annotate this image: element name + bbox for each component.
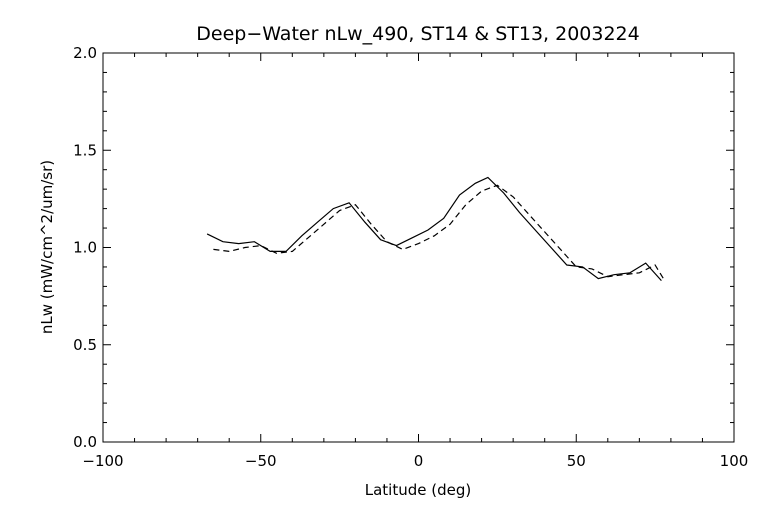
series-group [206, 176, 666, 282]
plot-frame [102, 52, 735, 443]
x-axis-label: Latitude (deg) [365, 481, 471, 499]
y-axis-label: nLw (mW/cm^2/um/sr) [38, 160, 56, 334]
series-line-dashed [213, 184, 666, 281]
y-tick-label: 0.0 [73, 433, 97, 451]
ticks [102, 52, 735, 443]
x-tick-label: −100 [82, 452, 123, 470]
x-tick-label: 0 [414, 452, 424, 470]
x-tick-label: 50 [567, 452, 586, 470]
y-tick-label: 2.0 [73, 44, 97, 62]
chart-title: Deep−Water nLw_490, ST14 & ST13, 2003224 [196, 23, 640, 45]
y-tick-label: 0.5 [73, 336, 97, 354]
y-tick-label: 1.0 [73, 239, 97, 257]
x-tick-label: 100 [720, 452, 749, 470]
x-tick-label: −50 [245, 452, 277, 470]
tick-labels: −100 −50 0 50 100 0.0 0.5 1.0 1.5 2.0 [73, 44, 748, 470]
y-tick-label: 1.5 [73, 141, 97, 159]
series-line-solid [206, 176, 662, 282]
